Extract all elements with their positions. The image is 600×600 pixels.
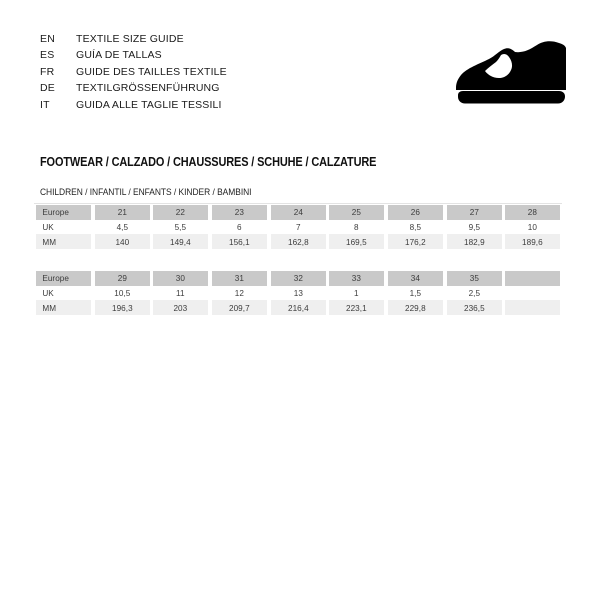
table-cell: 26 [387,205,443,220]
table-cell: 140 [94,234,150,250]
section-title: FOOTWEAR / CALZADO / CHAUSSURES / SCHUHE… [40,155,377,169]
row-label: MM [35,300,91,316]
table-cell: 35 [446,271,502,286]
table-cell: 6 [211,219,267,235]
table-cell: 203 [153,300,209,316]
table-cell: 33 [329,271,385,286]
row-label: MM [35,234,91,250]
table-cell: 34 [387,271,443,286]
table-cell: 21 [94,205,150,220]
table-cell: 4,5 [94,219,150,235]
language-row-de: DE TEXTILGRÖSSENFÜHRUNG [40,82,360,98]
row-label: UK [35,219,91,235]
language-title: GUIDE DES TAILLES TEXTILE [76,65,227,78]
language-title: TEXTILE SIZE GUIDE [76,33,184,45]
language-row-en: EN TEXTILE SIZE GUIDE [40,33,360,49]
table-cell: 10,5 [94,285,150,301]
row-label: Europe [35,271,91,286]
language-code: EN [40,33,55,45]
table-cell: 31 [211,271,267,286]
table-cell: 156,1 [211,234,267,250]
table-cell: 12 [211,285,267,301]
table-cell-empty [505,300,561,316]
table-cell: 2,5 [446,285,502,301]
table-cell: 8 [329,219,385,235]
table-cell: 182,9 [446,234,502,250]
section-subtitle: CHILDREN / INFANTIL / ENFANTS / KINDER /… [40,187,252,198]
table-row: UK 10,5 11 12 13 1 1,5 2,5 [34,285,562,301]
language-title: TEXTILGRÖSSENFÜHRUNG [76,82,220,95]
table-cell: 8,5 [387,219,443,235]
language-code: FR [40,65,55,78]
table-cell: 29 [94,271,150,286]
row-label: Europe [35,205,91,220]
table-cell: 25 [329,205,385,220]
table-cell: 23 [211,205,267,220]
table-cell: 236,5 [446,300,502,316]
table-row: MM 140 149,4 156,1 162,8 169,5 176,2 182… [34,234,562,250]
table-cell-empty [505,285,561,301]
table-cell: 7 [270,219,326,235]
table-row: MM 196,3 203 209,7 216,4 223,1 229,8 236… [34,300,562,316]
table-cell: 176,2 [387,234,443,250]
table-cell: 1 [329,285,385,301]
table-cell: 209,7 [211,300,267,316]
table-cell: 229,8 [387,300,443,316]
language-code: IT [40,98,50,111]
language-row-es: ES GUÍA DE TALLAS [40,49,360,65]
table-cell: 196,3 [94,300,150,316]
language-code: ES [40,49,55,62]
table-cell: 22 [153,205,209,220]
row-label: UK [35,285,91,301]
table-cell: 216,4 [270,300,326,316]
table-row: Europe 29 30 31 32 33 34 35 [34,271,562,286]
section-divider [34,203,562,204]
table-cell: 5,5 [153,219,209,235]
table-cell: 1,5 [387,285,443,301]
table-cell: 13 [270,285,326,301]
size-table-children-2: Europe 29 30 31 32 33 34 35 UK 10,5 11 1… [34,271,562,316]
baby-shoe-icon [455,38,567,104]
language-title: GUIDA ALLE TAGLIE TESSILI [76,98,222,111]
table-cell: 10 [505,219,561,235]
language-code: DE [40,82,55,95]
table-cell: 162,8 [270,234,326,250]
table-cell: 9,5 [446,219,502,235]
table-cell: 149,4 [153,234,209,250]
size-table-children-1: Europe 21 22 23 24 25 26 27 28 UK 4,5 5,… [34,205,562,250]
table-cell: 223,1 [329,300,385,316]
table-cell: 169,5 [329,234,385,250]
language-title: GUÍA DE TALLAS [76,49,162,62]
table-cell: 32 [270,271,326,286]
table-cell: 24 [270,205,326,220]
table-cell-empty [505,271,561,286]
table-cell: 27 [446,205,502,220]
table-cell: 28 [505,205,561,220]
table-row: Europe 21 22 23 24 25 26 27 28 [34,205,562,220]
language-list: EN TEXTILE SIZE GUIDE ES GUÍA DE TALLAS … [40,33,360,115]
language-row-it: IT GUIDA ALLE TAGLIE TESSILI [40,99,360,115]
table-row: UK 4,5 5,5 6 7 8 8,5 9,5 10 [34,219,562,235]
table-cell: 189,6 [505,234,561,250]
table-cell: 30 [153,271,209,286]
table-cell: 11 [153,285,209,301]
language-row-fr: FR GUIDE DES TAILLES TEXTILE [40,66,360,82]
